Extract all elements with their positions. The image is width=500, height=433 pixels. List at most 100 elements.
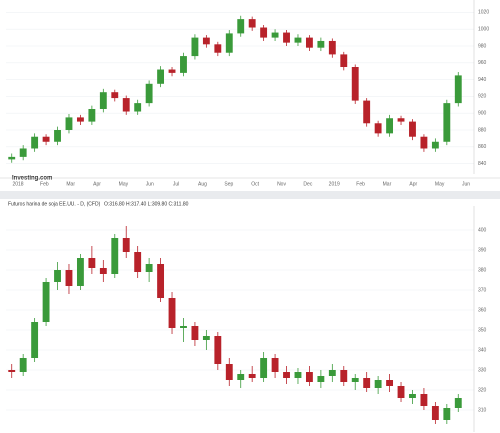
candle-body [374,380,382,388]
candle-body [283,32,290,43]
candle-body [340,54,348,67]
candle-body [19,358,27,372]
y-tick-label: 980 [478,43,487,49]
y-tick-label: 400 [478,227,487,233]
candle-body [225,33,233,53]
candle-body [374,123,382,134]
candle-body [340,370,348,382]
x-tick-label: Apr [409,181,417,187]
x-tick-label: Oct [251,181,259,187]
y-tick-label: 1000 [478,27,489,33]
y-tick-label: 320 [478,387,487,393]
candle-body [76,117,84,122]
candle-body [305,372,313,382]
ohlc-readout: O:316.80 H:317.40 L:309.80 C:311.80 [104,201,189,207]
candle-body [294,37,302,43]
x-tick-label: Feb [40,181,49,187]
candle-body [202,336,210,340]
candle-body [42,282,50,322]
candle-body [31,322,39,358]
candle-body [454,398,462,408]
x-tick-label: 2019 [329,181,340,187]
candle-body [88,109,96,122]
candle-body [443,408,451,420]
candle-body [351,378,359,382]
x-tick-label: Mar [383,181,392,187]
y-tick-label: 370 [478,287,487,293]
candle-body [180,56,187,73]
candle-body [397,386,405,398]
candle-body [317,40,325,48]
candle-body [317,376,325,382]
x-tick-label: Nov [277,181,286,187]
candle-body [168,298,176,328]
candle-body [248,374,256,378]
candle-body [145,83,153,104]
candle-body [54,130,61,142]
y-tick-label: 840 [478,161,487,167]
candle-body [454,75,462,104]
candle-body [271,32,279,38]
candle-body [363,378,371,388]
candle-body [214,336,222,364]
candle-body [111,92,119,99]
candle-body [260,27,268,38]
y-tick-label: 940 [478,77,487,83]
candle-body [386,118,394,134]
x-tick-label: Jun [146,181,154,187]
candle-body [157,264,165,298]
candle-body [134,252,142,272]
candle-body [180,326,187,328]
candle-body [31,136,39,149]
candle-body [409,394,416,398]
x-tick-label: Jun [462,181,470,187]
candle-body [237,374,245,380]
y-tick-label: 310 [478,407,487,413]
candle-body [351,67,359,101]
candle-body [122,238,130,252]
candle-body [283,372,290,378]
y-tick-label: 360 [478,307,487,313]
candle-body [443,103,451,142]
y-tick-label: 880 [478,127,487,133]
candle-body [202,37,210,45]
separator [0,191,500,199]
logo: Investing.com [12,176,52,182]
candle-body [409,121,416,137]
candle-body [111,238,119,274]
x-tick-label: Mar [66,181,75,187]
x-tick-label: Apr [93,181,101,187]
x-tick-label: 2018 [12,181,23,187]
x-tick-label: Aug [198,181,207,187]
y-tick-label: 960 [478,60,487,66]
candle-body [168,69,176,73]
x-tick-label: May [435,181,445,187]
x-tick-label: Sep [224,181,233,187]
y-tick-label: 920 [478,94,487,100]
candle-body [420,136,428,149]
y-tick-label: 860 [478,144,487,150]
candle-body [431,406,439,420]
candle-body [19,148,27,157]
x-tick-label: Dec [303,181,312,187]
candle-body [76,258,84,286]
candle-body [145,264,153,272]
candle-body [65,270,73,286]
candle-body [214,44,222,53]
candle-body [191,37,199,57]
candle-body [305,37,313,48]
candle-body [328,370,336,376]
y-tick-label: 340 [478,347,487,353]
y-tick-label: 350 [478,327,487,333]
y-tick-label: 330 [478,367,487,373]
candle-body [260,358,268,378]
candle-body [99,268,107,274]
candle-body [191,326,199,340]
candle-body [134,103,142,112]
chart-title: Futuros harina de soja EE.UU. - D, (CFD) [8,201,101,207]
candle-body [157,69,165,84]
candle-body [271,358,279,372]
y-tick-label: 1020 [478,10,489,16]
